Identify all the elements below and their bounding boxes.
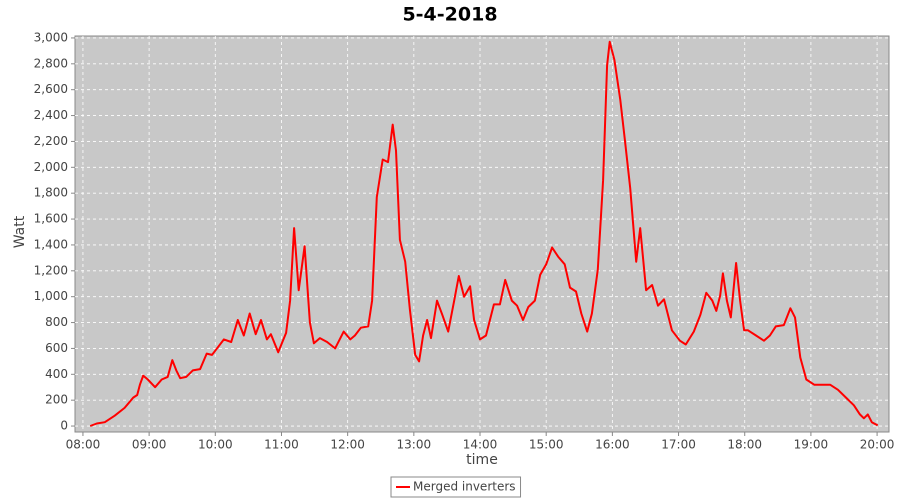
y-tick-label: 200 bbox=[45, 393, 68, 407]
x-tick-label: 13:00 bbox=[397, 438, 432, 452]
x-tick-label: 17:00 bbox=[661, 438, 696, 452]
x-axis-title: time bbox=[466, 452, 498, 468]
y-tick-label: 2,000 bbox=[34, 160, 68, 174]
x-tick-label: 14:00 bbox=[463, 438, 498, 452]
x-tick-label: 15:00 bbox=[529, 438, 564, 452]
legend: Merged inverters bbox=[390, 476, 522, 498]
x-tick-label: 08:00 bbox=[66, 438, 101, 452]
chart-title: 5-4-2018 bbox=[402, 4, 497, 26]
y-tick-label: 1,600 bbox=[34, 212, 68, 226]
y-tick-label: 0 bbox=[60, 419, 68, 433]
y-tick-label: 1,800 bbox=[34, 186, 68, 200]
plot-area bbox=[74, 35, 890, 433]
data-line bbox=[89, 40, 879, 427]
y-tick-label: 1,200 bbox=[34, 263, 68, 277]
legend-box bbox=[390, 476, 522, 498]
x-tick-label: 11:00 bbox=[264, 438, 299, 452]
x-tick-label: 20:00 bbox=[860, 438, 895, 452]
y-tick-label: 1,400 bbox=[34, 237, 68, 251]
y-tick-label: 2,200 bbox=[34, 134, 68, 148]
x-tick-label: 12:00 bbox=[330, 438, 365, 452]
x-tick-label: 10:00 bbox=[198, 438, 233, 452]
y-tick-label: 800 bbox=[45, 315, 68, 329]
y-tick-label: 1,000 bbox=[34, 289, 68, 303]
y-tick-label: 3,000 bbox=[34, 30, 68, 44]
y-tick-label: 600 bbox=[45, 341, 68, 355]
x-tick-label: 19:00 bbox=[794, 438, 829, 452]
x-tick-label: 16:00 bbox=[595, 438, 630, 452]
x-tick-label: 18:00 bbox=[727, 438, 762, 452]
y-tick-label: 2,600 bbox=[34, 82, 68, 96]
y-tick-label: 400 bbox=[45, 367, 68, 381]
x-tick-label: 09:00 bbox=[132, 438, 167, 452]
y-tick-label: 2,800 bbox=[34, 56, 68, 70]
y-axis-title: Watt bbox=[12, 215, 28, 248]
legend-label: Merged inverters bbox=[413, 480, 516, 494]
y-tick-label: 2,400 bbox=[34, 108, 68, 122]
